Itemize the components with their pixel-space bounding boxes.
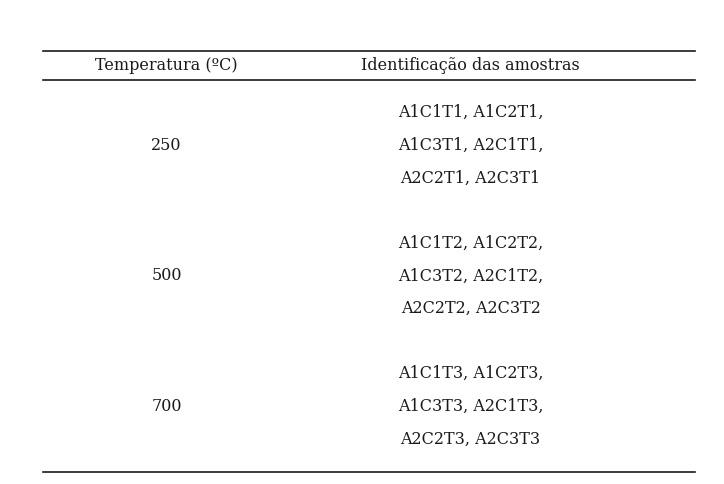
Text: Temperatura (ºC): Temperatura (ºC): [96, 57, 237, 74]
Text: A1C3T3, A2C1T3,: A1C3T3, A2C1T3,: [398, 398, 543, 415]
Text: 700: 700: [151, 398, 182, 415]
Text: A2C2T1, A2C3T1: A2C2T1, A2C3T1: [400, 169, 541, 187]
Text: A1C1T3, A1C2T3,: A1C1T3, A1C2T3,: [398, 365, 543, 382]
Text: Identificação das amostras: Identificação das amostras: [361, 57, 580, 74]
Text: A1C3T1, A2C1T1,: A1C3T1, A2C1T1,: [398, 136, 543, 154]
Text: A1C1T1, A1C2T1,: A1C1T1, A1C2T1,: [398, 104, 543, 121]
Text: A2C2T2, A2C3T2: A2C2T2, A2C3T2: [400, 300, 541, 318]
Text: A1C3T2, A2C1T2,: A1C3T2, A2C1T2,: [398, 267, 543, 285]
Text: 250: 250: [151, 136, 182, 154]
Text: A1C1T2, A1C2T2,: A1C1T2, A1C2T2,: [398, 234, 543, 252]
Text: A2C2T3, A2C3T3: A2C2T3, A2C3T3: [400, 431, 541, 448]
Text: 500: 500: [151, 267, 182, 285]
